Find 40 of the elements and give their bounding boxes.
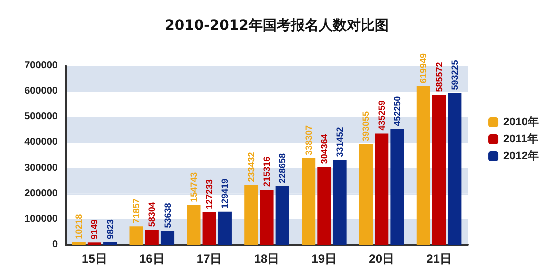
y-tick-label: 600000 xyxy=(24,86,58,98)
legend-label: 2010年 xyxy=(504,116,540,128)
x-tick-label: 16日 xyxy=(139,252,165,266)
data-label: 233432 xyxy=(246,152,256,182)
data-label: 71857 xyxy=(132,198,142,224)
data-label: 585572 xyxy=(434,62,444,92)
x-tick-label: 20日 xyxy=(369,252,395,266)
y-tick-label: 400000 xyxy=(24,137,58,148)
data-label: 593225 xyxy=(450,60,460,90)
chart-title: 2010-2012年国考报名人数对比图 xyxy=(165,18,389,34)
data-label: 452250 xyxy=(392,96,402,126)
data-label: 331452 xyxy=(335,127,346,158)
legend-label: 2012年 xyxy=(504,150,540,162)
data-label: 9823 xyxy=(105,219,116,240)
data-label: 58304 xyxy=(147,202,158,228)
y-tick-label: 200000 xyxy=(24,188,58,200)
data-label: 154743 xyxy=(188,172,199,202)
data-label: 10218 xyxy=(74,214,84,240)
legend-label: 2011年 xyxy=(504,132,538,146)
data-label: 215316 xyxy=(262,156,272,187)
data-label: 53638 xyxy=(162,203,173,228)
y-tick-label: 100000 xyxy=(24,214,58,225)
data-label: 393055 xyxy=(361,111,372,142)
data-label: 435259 xyxy=(376,100,387,131)
data-label: 127233 xyxy=(204,179,215,210)
data-label: 338307 xyxy=(304,125,314,156)
y-tick-label: 500000 xyxy=(24,112,58,123)
data-label: 129419 xyxy=(220,178,230,209)
x-tick-label: 17日 xyxy=(196,252,222,266)
y-tick-label: 300000 xyxy=(24,162,58,174)
y-tick-label: 0 xyxy=(52,240,58,250)
data-label: 619949 xyxy=(418,53,429,84)
x-tick-label: 19日 xyxy=(312,252,338,266)
x-tick-label: 15日 xyxy=(82,252,108,266)
x-tick-label: 18日 xyxy=(254,252,280,266)
data-label: 228658 xyxy=(278,153,288,184)
data-label: 9149 xyxy=(90,220,100,240)
y-tick-label: 700000 xyxy=(24,60,58,72)
data-label: 304364 xyxy=(319,134,330,164)
x-tick-label: 21日 xyxy=(426,252,452,266)
